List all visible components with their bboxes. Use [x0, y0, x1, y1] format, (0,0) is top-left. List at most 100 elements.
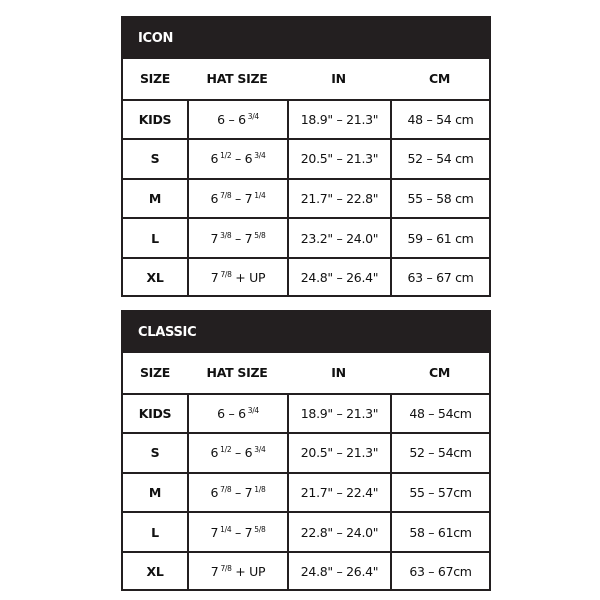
inches-cell: 21.7" – 22.4"	[287, 473, 390, 512]
table-row: L 7 3/8 – 7 5/8 23.2" – 24.0" 59 – 61 cm	[123, 217, 489, 257]
hat-to-fraction: 1/4	[254, 191, 266, 201]
centimeters-cell: 55 – 57cm	[390, 473, 489, 512]
hat-size-value: 7 1/4 – 7 5/8	[211, 525, 266, 540]
hat-to: 6	[244, 445, 253, 461]
hat-from-fraction: 1/4	[220, 524, 232, 534]
centimeters-cell: 55 – 58 cm	[390, 179, 489, 218]
column-header: SIZE	[139, 71, 171, 87]
hat-to: 7	[244, 230, 253, 246]
hat-to: 7	[244, 524, 253, 540]
centimeters-cell: 48 – 54 cm	[390, 100, 489, 139]
hat-from: 7	[210, 524, 219, 540]
hat-separator: –	[231, 445, 245, 461]
hat-from: 6	[210, 151, 219, 167]
size-cell: S	[150, 445, 160, 461]
column-header: CM	[428, 365, 450, 381]
table-row: M 6 7/8 – 7 1/8 21.7" – 22.4" 55 – 57cm	[123, 471, 489, 512]
hat-size-value: 7 7/8 + UP	[210, 270, 266, 286]
hat-size-value: 6 7/8 – 7 1/8	[211, 485, 266, 500]
size-cell: XL	[146, 270, 164, 286]
header-row: SIZE HAT SIZE IN CM	[123, 353, 489, 393]
hat-to: 6	[244, 151, 253, 167]
centimeters-cell: 48 – 54cm	[390, 394, 489, 433]
inches-cell: 18.9" – 21.3"	[287, 394, 390, 433]
hat-to: 6	[238, 111, 246, 127]
table-row: XL 7 7/8 + UP 24.8" – 26.4" 63 – 67 cm	[123, 256, 489, 297]
hat-size-value: 6 7/8 – 7 1/4	[211, 191, 266, 206]
centimeters-cell: 63 – 67cm	[390, 552, 489, 591]
hat-size-cell: 6 1/2 – 6 3/4	[187, 434, 287, 472]
hat-size-cell: 7 1/4 – 7 5/8	[187, 513, 287, 551]
hat-from: 6	[217, 405, 225, 421]
hat-to: 7	[244, 191, 253, 207]
hat-size-cell: 7 3/8 – 7 5/8	[187, 219, 287, 257]
hat-from-fraction: 7/8	[220, 485, 232, 495]
icon-size-table: ICON SIZE HAT SIZE IN CM KIDS 6 – 6 3/4 18.9" – …	[121, 16, 491, 297]
hat-size-cell: 6 1/2 – 6 3/4	[187, 140, 287, 178]
hat-size-value: 6 1/2 – 6 3/4	[211, 445, 266, 460]
size-cell: M	[148, 485, 162, 501]
hat-to: 7	[244, 485, 253, 501]
hat-to: 6	[238, 405, 246, 421]
hat-from-fraction: 3/8	[220, 230, 232, 240]
hat-to-fraction: 5/8	[254, 524, 266, 534]
hat-from-fraction: 7/8	[220, 191, 232, 201]
hat-separator: –	[231, 524, 245, 540]
table-title: ICON	[123, 18, 489, 59]
hat-to-fraction: 3/4	[247, 111, 259, 121]
hat-from: 7	[210, 564, 219, 580]
size-cell: L	[151, 230, 159, 246]
table-row: S 6 1/2 – 6 3/4 20.5" – 21.3" 52 – 54cm	[123, 432, 489, 472]
table-row: XL 7 7/8 + UP 24.8" – 26.4" 63 – 67cm	[123, 550, 489, 591]
hat-size-cell: 6 7/8 – 7 1/4	[187, 179, 287, 218]
centimeters-cell: 59 – 61 cm	[390, 219, 489, 257]
hat-from: 6	[217, 111, 225, 127]
size-cell: S	[150, 151, 160, 167]
hat-from-fraction: 7/8	[220, 270, 232, 280]
hat-to-fraction: 1/8	[254, 485, 266, 495]
inches-cell: 22.8" – 24.0"	[287, 513, 390, 551]
hat-to-fraction: 3/4	[254, 151, 266, 161]
hat-size-cell: 6 – 6 3/4	[187, 394, 287, 433]
hat-separator: –	[231, 191, 245, 207]
inches-cell: 21.7" – 22.8"	[287, 179, 390, 218]
table-row: S 6 1/2 – 6 3/4 20.5" – 21.3" 52 – 54 cm	[123, 138, 489, 178]
hat-size-value: 7 3/8 – 7 5/8	[211, 231, 266, 246]
column-header: CM	[428, 71, 450, 87]
hat-separator: –	[224, 111, 239, 127]
hat-from: 7	[210, 270, 219, 286]
hat-to-fraction: 5/8	[254, 230, 266, 240]
centimeters-cell: 58 – 61cm	[390, 513, 489, 551]
hat-separator: –	[231, 230, 245, 246]
column-header: HAT SIZE	[206, 71, 268, 87]
centimeters-cell: 52 – 54 cm	[390, 140, 489, 178]
inches-cell: 23.2" – 24.0"	[287, 219, 390, 257]
size-cell: KIDS	[138, 111, 172, 127]
hat-separator: + UP	[231, 270, 266, 286]
table-row: M 6 7/8 – 7 1/4 21.7" – 22.8" 55 – 58 cm	[123, 177, 489, 218]
header-row: SIZE HAT SIZE IN CM	[123, 59, 489, 99]
table-row: KIDS 6 – 6 3/4 18.9" – 21.3" 48 – 54 cm	[123, 98, 489, 139]
size-cell: KIDS	[138, 405, 172, 421]
inches-cell: 18.9" – 21.3"	[287, 100, 390, 139]
table-title: CLASSIC	[123, 312, 489, 353]
centimeters-cell: 52 – 54cm	[390, 434, 489, 472]
hat-size-cell: 7 7/8 + UP	[187, 258, 287, 297]
inches-cell: 24.8" – 26.4"	[287, 258, 390, 297]
inches-cell: 24.8" – 26.4"	[287, 552, 390, 591]
hat-size-cell: 6 – 6 3/4	[187, 100, 287, 139]
hat-from: 7	[210, 230, 219, 246]
inches-cell: 20.5" – 21.3"	[287, 140, 390, 178]
inches-cell: 20.5" – 21.3"	[287, 434, 390, 472]
hat-separator: –	[231, 151, 245, 167]
hat-size-cell: 6 7/8 – 7 1/8	[187, 473, 287, 512]
size-cell: M	[148, 191, 162, 207]
table-row: L 7 1/4 – 7 5/8 22.8" – 24.0" 58 – 61cm	[123, 511, 489, 551]
hat-from: 6	[210, 445, 219, 461]
hat-separator: –	[231, 485, 245, 501]
hat-separator: + UP	[231, 564, 266, 580]
hat-size-value: 6 – 6 3/4	[217, 406, 259, 421]
column-header: SIZE	[139, 365, 171, 381]
hat-size-cell: 7 7/8 + UP	[187, 552, 287, 591]
hat-from-fraction: 7/8	[220, 564, 232, 574]
